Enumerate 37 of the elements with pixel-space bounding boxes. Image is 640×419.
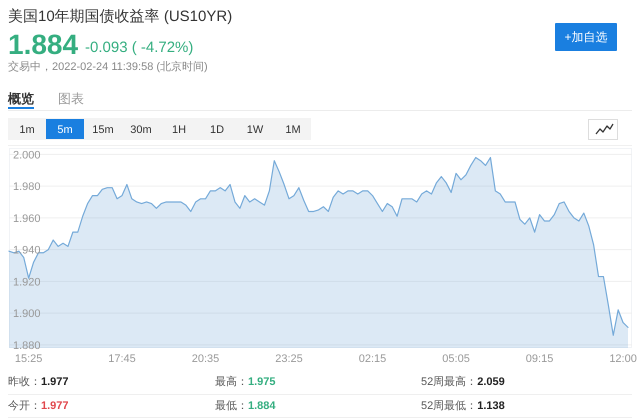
x-tick-label: 20:35 [192,353,220,365]
text: -0.093 ( -4.72%) [85,39,194,56]
text: 52周最低：1.138 [421,400,505,412]
text: 最高：1.975 [215,375,276,388]
text: 1M [285,124,301,136]
text: 1.884 [8,29,78,60]
x-tick-label: 05:05 [442,353,470,365]
text: 图表 [58,91,84,106]
x-tick-label: 12:00 [609,353,637,365]
y-tick-label: 1.900 [13,308,41,320]
y-tick-label: 1.920 [13,276,41,288]
text: 昨收：1.977 [8,376,69,388]
text: 今开：1.977 [8,400,69,412]
text: 1.884 [248,400,276,412]
x-tick-label: 09:15 [526,353,554,365]
text: 1m [19,124,35,136]
text: 概览 [7,91,34,106]
y-tick-label: 1.980 [13,181,41,194]
chart-title: 美国10年期国债收益率 (US10YR) [8,8,232,25]
x-tick-label: 23:25 [275,353,303,365]
text: 1D [210,124,224,136]
y-tick-label: 1.940 [13,244,41,257]
text: 15m [92,124,114,136]
text: 交易中，2022-02-24 11:39:58 (北京时间) [8,60,208,73]
text: 1W [246,124,264,136]
x-tick-label: 17:45 [108,353,136,365]
text: 1H [172,124,186,136]
text: +加自选 [564,30,608,44]
text: 52周最高：2.059 [421,375,505,388]
x-tick-label: 02:15 [358,353,386,365]
x-tick-label: 15:25 [14,353,42,365]
y-tick-label: 1.960 [13,212,41,225]
text: 5m [57,124,73,136]
y-tick-label: 1.880 [13,340,41,352]
text: 30m [130,124,152,136]
text: 最低： [215,400,248,412]
y-tick-label: 2.000 [13,149,41,162]
